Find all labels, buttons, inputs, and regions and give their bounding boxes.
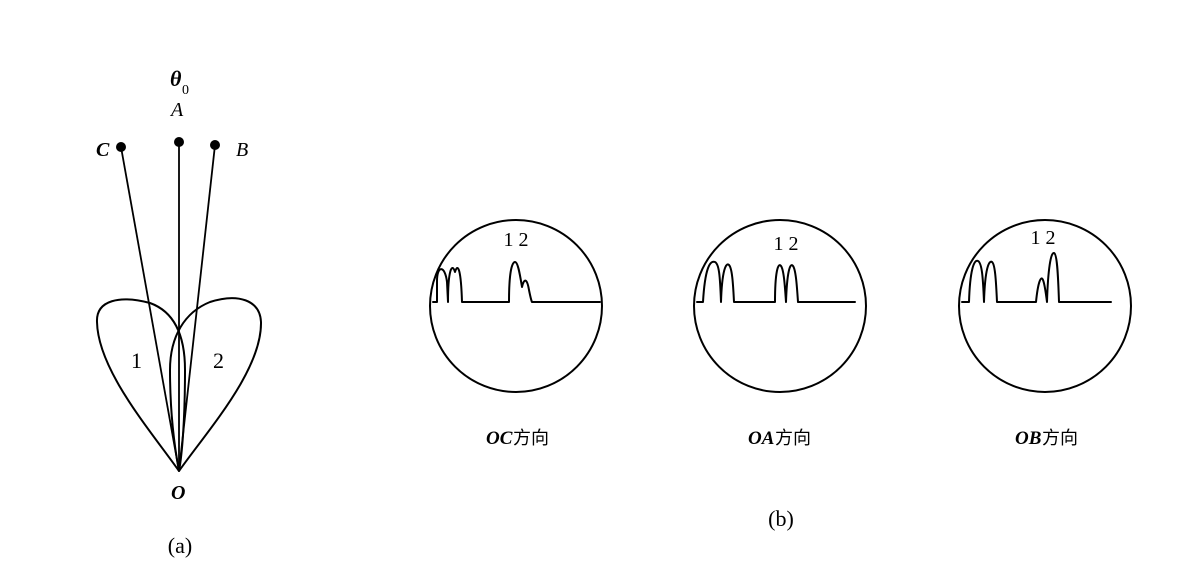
ray-oc	[120, 146, 180, 472]
direction-text: 方向	[1042, 428, 1078, 448]
scope-circle	[958, 219, 1132, 393]
point-b	[210, 140, 220, 150]
trace-waveform	[432, 261, 601, 303]
beam-lobe-1	[95, 298, 186, 472]
point-c	[116, 142, 126, 152]
peaks-label: 1 2	[504, 229, 529, 251]
theta-symbol: θ	[170, 66, 182, 91]
beam-lobe-2	[169, 297, 263, 472]
label-a: A	[169, 99, 184, 121]
scope-screen-oc: 1 2 OC 方向	[429, 219, 603, 449]
scope-screen-ob: 1 2 OB 方向	[958, 219, 1132, 449]
trace-waveform	[961, 251, 1112, 303]
direction-text: 方向	[513, 428, 549, 448]
label-b: B	[236, 139, 248, 161]
peaks-label: 1 2	[1031, 227, 1056, 249]
caption-a: (a)	[168, 533, 192, 558]
panel-b: 1 2 OC 方向 1 2 OA 方向 1 2 OB 方向 (b)	[429, 219, 1132, 531]
peaks-label: 1 2	[774, 233, 799, 255]
label-o: O	[171, 482, 185, 504]
direction-letters: OC	[486, 428, 513, 449]
lobe-2-label: 2	[213, 348, 224, 373]
direction-text: 方向	[775, 428, 811, 448]
label-c: C	[96, 139, 110, 161]
caption-b: (b)	[768, 506, 794, 531]
direction-letters: OB	[1015, 428, 1041, 449]
lobe-1-label: 1	[131, 348, 142, 373]
trace-waveform	[696, 260, 856, 303]
theta-subscript: 0	[182, 83, 189, 98]
point-a	[174, 137, 184, 147]
scope-circle	[429, 219, 603, 393]
direction-letters: OA	[748, 428, 774, 449]
scope-screen-oa: 1 2 OA 方向	[693, 219, 867, 449]
panel-a: θ 0 A C B 1 2 O (a)	[95, 66, 263, 558]
scope-circle	[693, 219, 867, 393]
